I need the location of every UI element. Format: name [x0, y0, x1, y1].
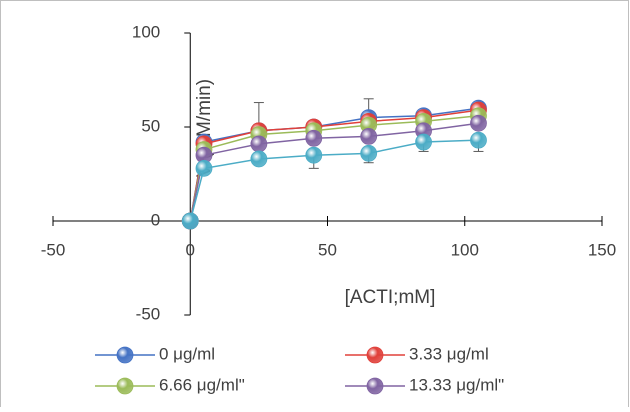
marker — [250, 135, 268, 153]
x-tick-label: 150 — [588, 240, 616, 259]
marker — [305, 129, 323, 147]
y-tick-label: 0 — [151, 210, 160, 229]
marker — [360, 144, 378, 162]
marker — [250, 150, 268, 168]
legend-marker — [116, 377, 134, 395]
x-tick-label: 100 — [451, 240, 479, 259]
legend-label: 6.66 μg/ml" — [159, 375, 245, 394]
y-tick-label: -50 — [136, 304, 161, 323]
y-tick-label: 50 — [141, 116, 160, 135]
legend-label: 13.33 μg/ml" — [409, 375, 504, 394]
marker — [195, 159, 213, 177]
x-axis-label: [ACTI;mM] — [345, 287, 436, 308]
marker — [415, 133, 432, 151]
marker — [360, 127, 378, 145]
marker — [470, 114, 487, 132]
x-tick-label: 0 — [186, 240, 195, 259]
y-tick-label: 100 — [132, 22, 160, 41]
legend-marker — [366, 377, 384, 395]
x-tick-label: 50 — [318, 240, 337, 259]
marker — [181, 212, 199, 230]
legend-label: 3.33 μg/ml — [409, 344, 489, 363]
marker — [470, 131, 487, 149]
legend-marker — [366, 346, 384, 364]
marker — [305, 146, 323, 164]
legend-label: 0 μg/ml — [159, 344, 215, 363]
legend-marker — [116, 346, 134, 364]
x-tick-label: -50 — [41, 240, 66, 259]
